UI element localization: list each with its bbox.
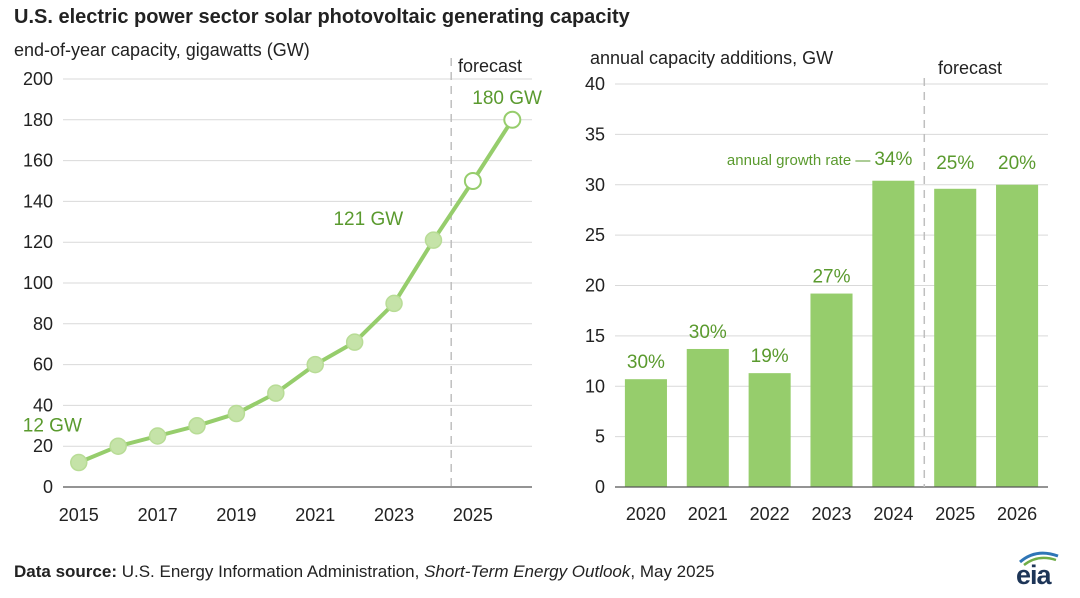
bar	[996, 184, 1039, 487]
chart-title: U.S. electric power sector solar photovo…	[14, 6, 630, 28]
line-chart-point	[148, 427, 167, 445]
bar-chart-x-tick-label: 2021	[688, 504, 728, 524]
bar-chart-growth-rate-label: annual growth rate —	[727, 152, 870, 169]
bar-chart-data-label: 34%	[874, 149, 912, 170]
bar	[810, 293, 853, 487]
data-source-org: U.S. Energy Information Administration,	[121, 562, 420, 581]
line-chart-series-line	[77, 118, 514, 465]
bar-chart-y-tick-label: 30	[585, 175, 605, 195]
data-source-publication: Short-Term Energy Outlook	[424, 562, 631, 581]
eia-logo-text: eia	[1016, 560, 1052, 590]
line-chart-x-tick-label: 2023	[374, 505, 414, 525]
line-chart-x-tick-label: 2017	[138, 505, 178, 525]
line-chart-forecast-point	[503, 110, 522, 129]
bar-chart-forecast-label: forecast	[938, 58, 1002, 78]
line-chart-y-tick-label: 120	[23, 232, 53, 252]
line-chart-y-tick-label: 180	[23, 110, 53, 130]
bar-chart-y-tick-label: 25	[585, 225, 605, 245]
line-chart-point	[70, 453, 88, 472]
bar-chart-y-tick-label: 10	[585, 376, 605, 396]
bar-chart-x-ticks: 2020 2021 2022 2023 2024 2025 2026	[626, 504, 1037, 524]
bar-chart-x-tick-label: 2024	[873, 504, 913, 524]
bar	[872, 180, 915, 487]
line-chart-x-tick-label: 2021	[295, 505, 335, 525]
bar-chart-data-label: 25%	[936, 153, 974, 174]
line-chart-y-tick-label: 200	[23, 69, 53, 89]
bar-chart-y-tick-label: 35	[585, 124, 605, 144]
bar-chart-y-axis-label: annual capacity additions, GW	[590, 48, 833, 68]
bar-chart-data-label: 20%	[998, 153, 1036, 174]
line-chart-x-tick-label: 2025	[453, 505, 493, 525]
line-chart-y-tick-label: 140	[23, 191, 53, 211]
line-chart-point	[267, 384, 285, 402]
bar	[934, 188, 977, 487]
data-source-note: Data source: U.S. Energy Information Adm…	[14, 562, 715, 582]
bar-chart-data-label: 30%	[689, 322, 727, 343]
bar-chart-x-tick-label: 2022	[750, 504, 790, 524]
bar-chart-y-tick-label: 5	[595, 427, 605, 447]
line-chart-y-tick-label: 100	[23, 273, 53, 293]
line-chart-annotation: 180 GW	[472, 88, 542, 109]
line-chart-y-tick-label: 20	[33, 436, 53, 456]
line-chart-point	[188, 417, 206, 435]
bar-chart-data-labels: 30% 30% 19% 27% 34% 25% 20%	[627, 149, 1036, 373]
eia-logo-arc-icon	[1019, 551, 1059, 567]
line-chart-x-tick-label: 2019	[216, 505, 256, 525]
bar-chart-data-label: 30%	[627, 352, 665, 373]
bar-chart-y-tick-label: 15	[585, 326, 605, 346]
line-chart-y-ticks: 0 20 40 60 80 100 120 140 160 180 200	[23, 69, 53, 497]
bar-chart-y-tick-label: 0	[595, 477, 605, 497]
bar-chart-x-tick-label: 2025	[935, 504, 975, 524]
line-chart-y-tick-label: 80	[33, 314, 53, 334]
line-chart-annotation: 121 GW	[333, 209, 403, 230]
bar-chart-y-tick-label: 40	[585, 74, 605, 94]
bar	[624, 379, 667, 487]
line-chart-gridlines	[63, 78, 532, 447]
line-chart-annotation: 12 GW	[23, 416, 82, 437]
bar-chart-x-tick-label: 2023	[811, 504, 851, 524]
data-source-label: Data source:	[14, 562, 117, 581]
bar-chart-x-tick-label: 2020	[626, 504, 666, 524]
line-chart-y-tick-label: 0	[43, 477, 53, 497]
line-chart-y-tick-label: 40	[33, 395, 53, 415]
line-chart-forecast-point	[463, 172, 482, 190]
line-chart-forecast-label: forecast	[458, 56, 522, 76]
bar	[686, 348, 729, 487]
line-chart-y-axis-label: end-of-year capacity, gigawatts (GW)	[14, 40, 310, 60]
line-chart-point	[345, 333, 364, 351]
bar-chart: annual capacity additions, GW forecast 0…	[585, 48, 1048, 524]
line-chart-point	[424, 231, 443, 249]
bar-chart-y-ticks: 0 5 10 15 20 25 30 35 40	[585, 74, 605, 497]
line-chart-y-tick-label: 60	[33, 355, 53, 375]
bar	[748, 373, 791, 487]
data-source-date: , May 2025	[630, 562, 715, 581]
line-chart-x-tick-label: 2015	[59, 505, 99, 525]
bar-chart-data-label: 19%	[751, 346, 789, 367]
bar-chart-bars	[624, 180, 1039, 487]
line-chart-points	[70, 110, 522, 472]
line-chart-y-tick-label: 160	[23, 151, 53, 171]
bar-chart-y-tick-label: 20	[585, 276, 605, 296]
line-chart-point	[306, 355, 324, 374]
line-chart: end-of-year capacity, gigawatts (GW) for…	[14, 40, 542, 525]
line-chart-point	[227, 404, 246, 423]
eia-logo: eia	[1006, 548, 1068, 590]
line-chart-point	[385, 294, 403, 313]
bar-chart-data-label: 27%	[812, 267, 850, 288]
line-chart-annotations: 12 GW 121 GW 180 GW	[23, 88, 542, 437]
line-chart-x-ticks: 2015 2017 2019 2021 2023 2025	[59, 505, 493, 525]
line-chart-point	[109, 437, 127, 455]
bar-chart-x-tick-label: 2026	[997, 504, 1037, 524]
